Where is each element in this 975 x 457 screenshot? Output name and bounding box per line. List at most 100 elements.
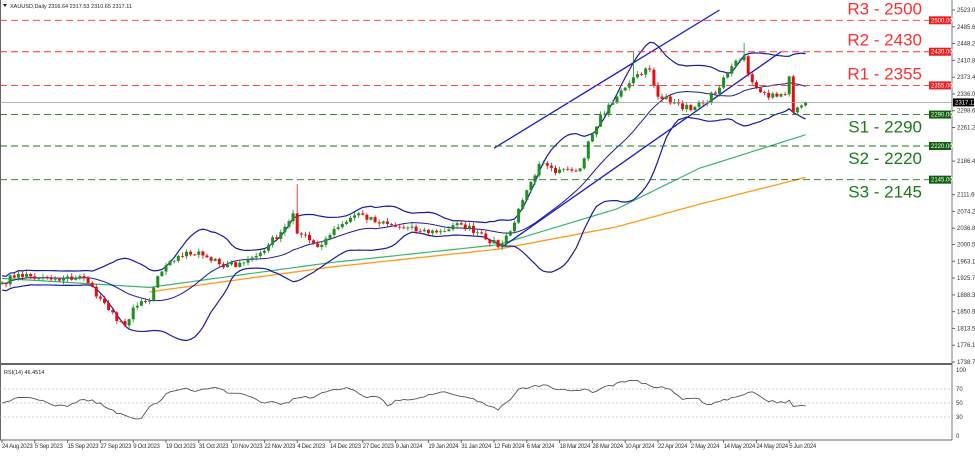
candle-body bbox=[336, 227, 340, 230]
candle-body bbox=[508, 231, 512, 236]
candle-body bbox=[287, 221, 291, 227]
candle-body bbox=[754, 82, 758, 89]
candle-body bbox=[41, 277, 45, 279]
candle-body bbox=[472, 225, 475, 233]
date-tick-label: 31 Jan 2024 bbox=[461, 444, 492, 450]
date-tick-label: 22 Nov 2023 bbox=[264, 444, 296, 450]
ma-orange-line bbox=[149, 176, 806, 293]
price-tick-label: 2523.00 bbox=[957, 8, 975, 14]
candle-body bbox=[197, 251, 201, 255]
candle-body bbox=[205, 255, 209, 258]
candle-body bbox=[652, 69, 656, 86]
candle-body bbox=[496, 240, 500, 247]
bollinger-upper bbox=[1, 41, 806, 278]
candle-body bbox=[644, 68, 648, 75]
candle-body bbox=[410, 226, 414, 228]
candle-body bbox=[66, 276, 70, 279]
grid-layer bbox=[0, 0, 953, 441]
price-tick-label: 2111.60 bbox=[957, 193, 975, 199]
candle-body bbox=[340, 223, 344, 228]
candle-body bbox=[139, 301, 143, 306]
candle-body bbox=[603, 113, 607, 115]
candle-body bbox=[258, 252, 262, 256]
date-tick-label: 10 Nov 2023 bbox=[232, 444, 264, 450]
candle-body bbox=[804, 102, 808, 106]
candle-body bbox=[332, 229, 336, 236]
candle-body bbox=[549, 165, 553, 168]
candle-body bbox=[722, 77, 726, 88]
candle-body bbox=[111, 310, 115, 313]
price-tick-label: 1738.70 bbox=[957, 360, 975, 366]
candle-body bbox=[385, 221, 389, 225]
candle-body bbox=[791, 76, 795, 113]
candle-body bbox=[234, 262, 238, 267]
candle-body bbox=[562, 168, 566, 170]
candle-body bbox=[94, 286, 98, 297]
candle-body bbox=[787, 76, 791, 95]
candle-body bbox=[176, 255, 180, 261]
candle-body bbox=[447, 229, 451, 232]
price-tick-label: 2448.20 bbox=[957, 42, 975, 48]
candle-body bbox=[57, 278, 61, 281]
date-axis: 24 Aug 2023 5 Sep 2023 15 Sep 2023 27 Sep 2… bbox=[1, 440, 817, 450]
candle-body bbox=[357, 213, 361, 216]
candle-body bbox=[320, 244, 324, 247]
candle-body bbox=[16, 273, 20, 278]
price-tick-label: 2000.50 bbox=[957, 243, 975, 249]
candle-body bbox=[406, 227, 410, 229]
date-tick-label: 28 Mar 2024 bbox=[592, 444, 623, 450]
date-tick-label: 10 Apr 2024 bbox=[625, 444, 655, 450]
candle-body bbox=[271, 237, 275, 245]
candle-body bbox=[74, 277, 78, 280]
candle-body bbox=[164, 265, 168, 272]
candle-body bbox=[681, 103, 685, 110]
price-tick-label: 2373.40 bbox=[957, 75, 975, 81]
candle-body bbox=[324, 238, 328, 245]
price-tick-label: 2485.60 bbox=[957, 25, 975, 31]
date-tick-label: 22 Apr 2024 bbox=[658, 444, 688, 450]
price-tick-label: 2186.40 bbox=[957, 159, 975, 165]
trend-channel-line bbox=[501, 51, 782, 248]
candle-body bbox=[734, 60, 738, 67]
candle-body bbox=[463, 224, 467, 230]
candle-body bbox=[230, 262, 234, 265]
candle-body bbox=[590, 134, 594, 142]
candle-body bbox=[353, 215, 357, 218]
candle-body bbox=[607, 104, 611, 114]
candle-body bbox=[504, 235, 508, 244]
candle-body bbox=[623, 87, 627, 91]
candle-body bbox=[685, 104, 689, 110]
candle-body bbox=[123, 321, 127, 326]
candle-body bbox=[45, 277, 49, 278]
price-tick-label: 2036.80 bbox=[957, 226, 975, 232]
candle-body bbox=[554, 167, 557, 173]
date-tick-label: 12 Feb 2024 bbox=[494, 444, 525, 450]
candle-body bbox=[86, 278, 90, 283]
date-tick-label: 4 Dec 2023 bbox=[297, 444, 326, 450]
indicator-layer bbox=[1, 9, 806, 342]
candle-body bbox=[738, 60, 742, 61]
candle-body bbox=[361, 213, 365, 215]
price-tick-label: 2298.60 bbox=[957, 109, 975, 115]
candle-body bbox=[127, 319, 131, 326]
collapse-triangle-icon[interactable] bbox=[3, 4, 7, 7]
date-tick-label: 19 Jan 2024 bbox=[428, 444, 459, 450]
candle-body bbox=[312, 240, 316, 244]
date-tick-label: 31 Oct 2023 bbox=[199, 444, 229, 450]
candle-body bbox=[250, 257, 254, 259]
date-tick-label: 27 Dec 2023 bbox=[363, 444, 395, 450]
candle-body bbox=[800, 105, 803, 108]
candle-body bbox=[529, 181, 533, 191]
current-price-tag bbox=[953, 98, 974, 107]
candle-body bbox=[541, 163, 545, 164]
candle-body bbox=[763, 92, 767, 93]
candle-body bbox=[533, 175, 537, 182]
candle-body bbox=[131, 307, 135, 320]
candle-body bbox=[316, 243, 320, 247]
candle-body bbox=[21, 273, 24, 277]
symbol-info: XAUUSD,Daily 2316.64 2317.53 2310.65 231… bbox=[10, 4, 132, 10]
candle-body bbox=[443, 231, 447, 232]
candle-body bbox=[209, 257, 213, 261]
candle-body bbox=[705, 102, 709, 104]
